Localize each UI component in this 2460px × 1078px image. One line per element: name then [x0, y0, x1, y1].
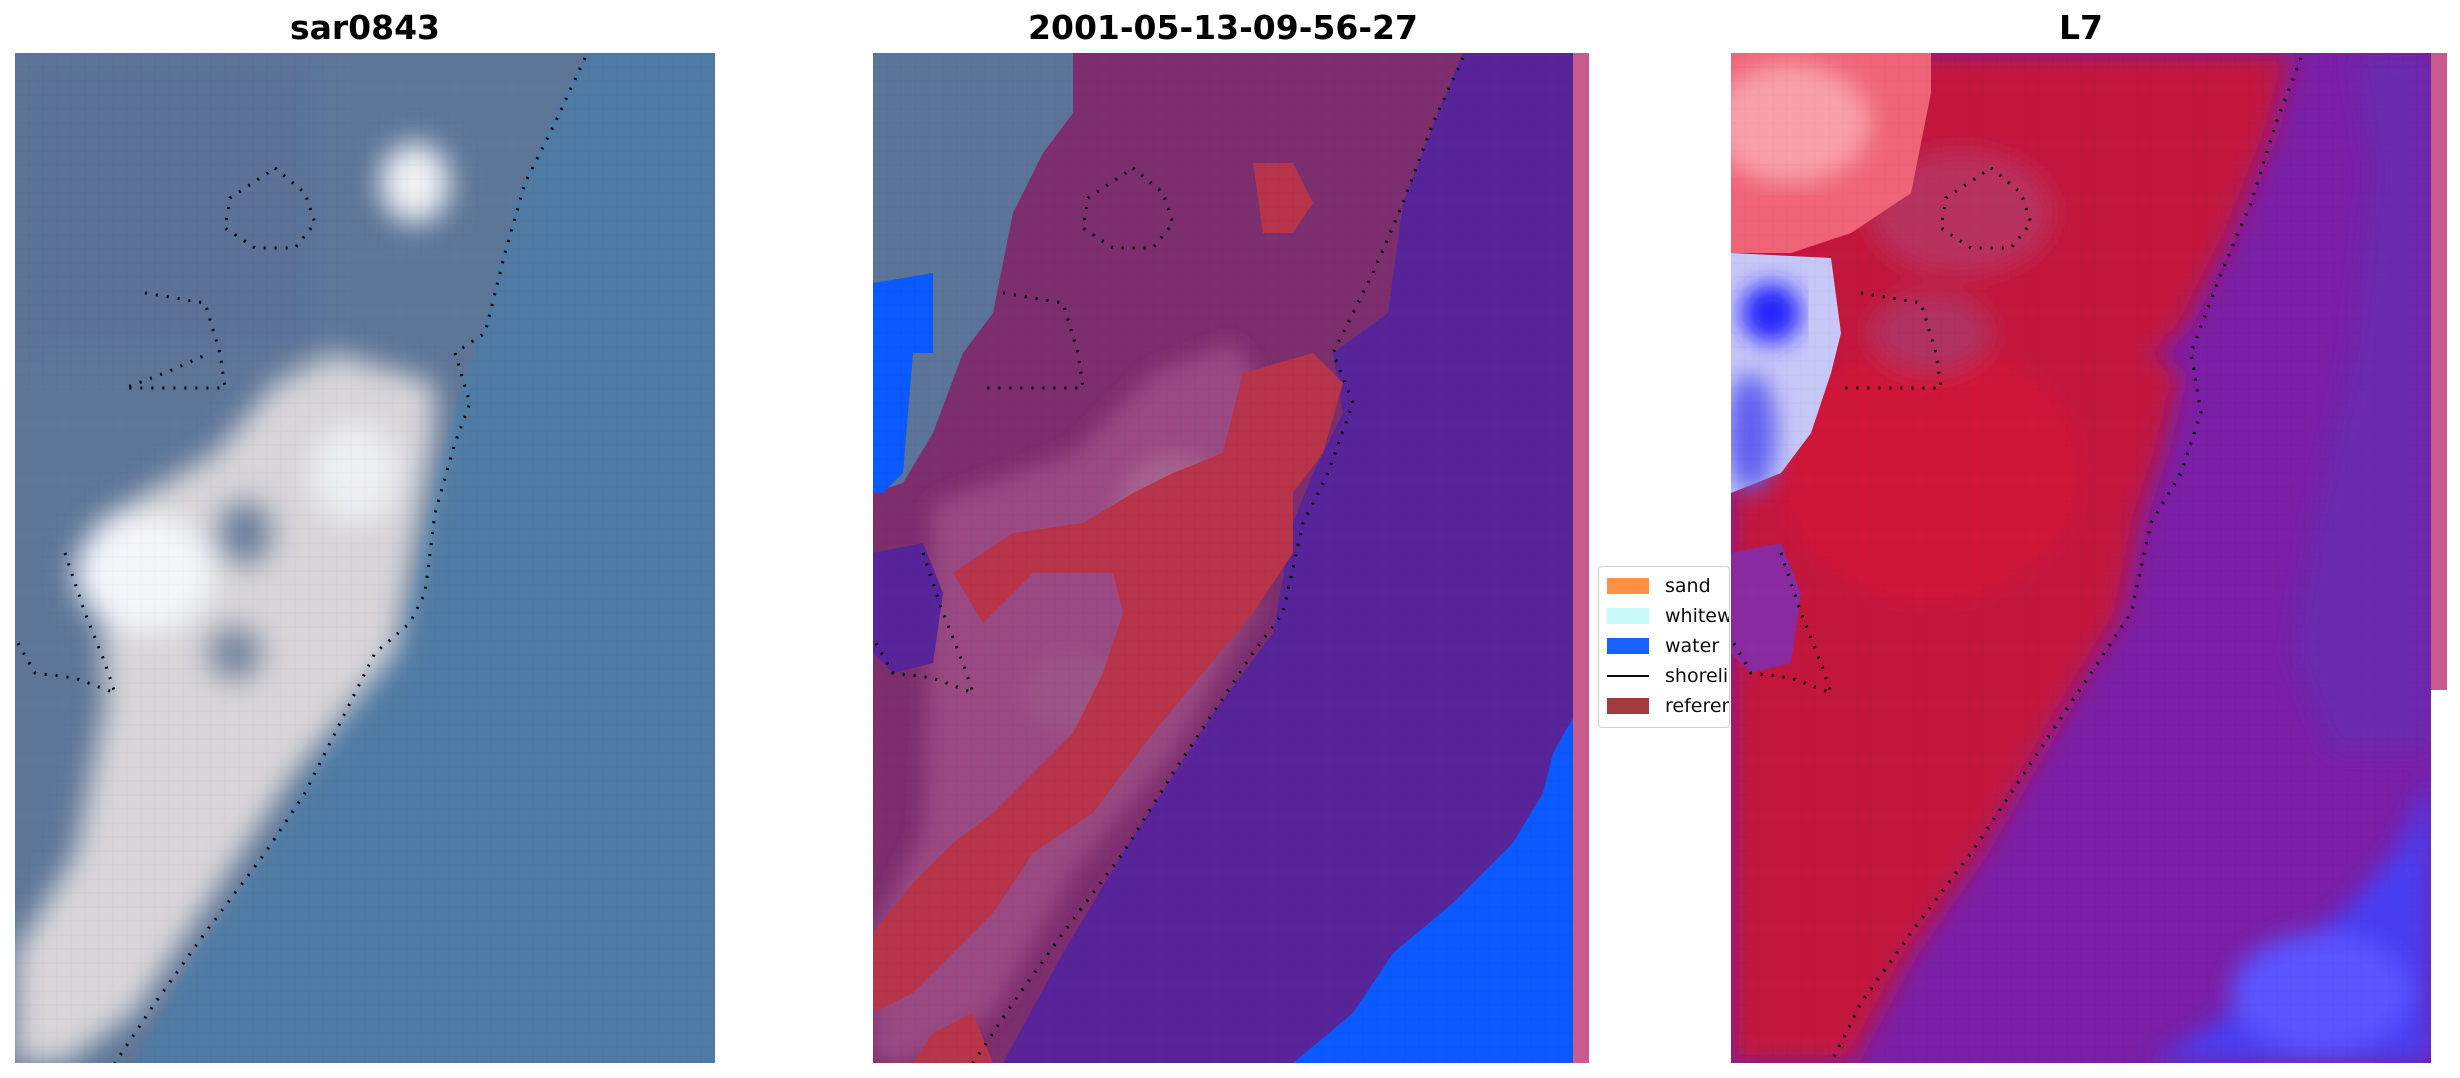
legend-swatch-whitewater — [1607, 608, 1649, 624]
legend-label-water: water — [1665, 635, 1720, 657]
legend-swatch-reference — [1607, 698, 1649, 714]
reference-shoreline-dots-center — [873, 57, 1465, 1063]
legend-swatch-sand — [1607, 578, 1649, 594]
legend-label-sand: sand — [1665, 575, 1711, 597]
classification-panel — [873, 53, 1573, 1063]
legend-item-shoreline: shoreline — [1607, 663, 1729, 689]
panel-title-left: sar0843 — [289, 8, 441, 47]
reference-shoreline-dots — [15, 57, 587, 1063]
rgb-image-panel — [15, 53, 715, 1063]
panel-title-center: 2001-05-13-09-56-27 — [1028, 8, 1418, 47]
legend-swatch-water — [1607, 638, 1649, 654]
legend-item-sand: sand — [1607, 573, 1711, 599]
legend-item-reference-shoreline: reference shoreline — [1607, 693, 1729, 719]
legend-label-reference: reference shoreline — [1665, 695, 1729, 717]
reference-shoreline-dots-right — [1731, 57, 2303, 1063]
legend-line-shoreline — [1607, 675, 1649, 677]
legend-item-water: water — [1607, 633, 1719, 659]
index-panel — [1731, 53, 2431, 1063]
legend-label-shoreline: shoreline — [1665, 665, 1729, 687]
center-panel-edge-strip — [1573, 53, 1589, 1063]
panel-title-right: L7 — [2059, 8, 2103, 47]
right-panel-edge-strip — [2431, 53, 2447, 690]
